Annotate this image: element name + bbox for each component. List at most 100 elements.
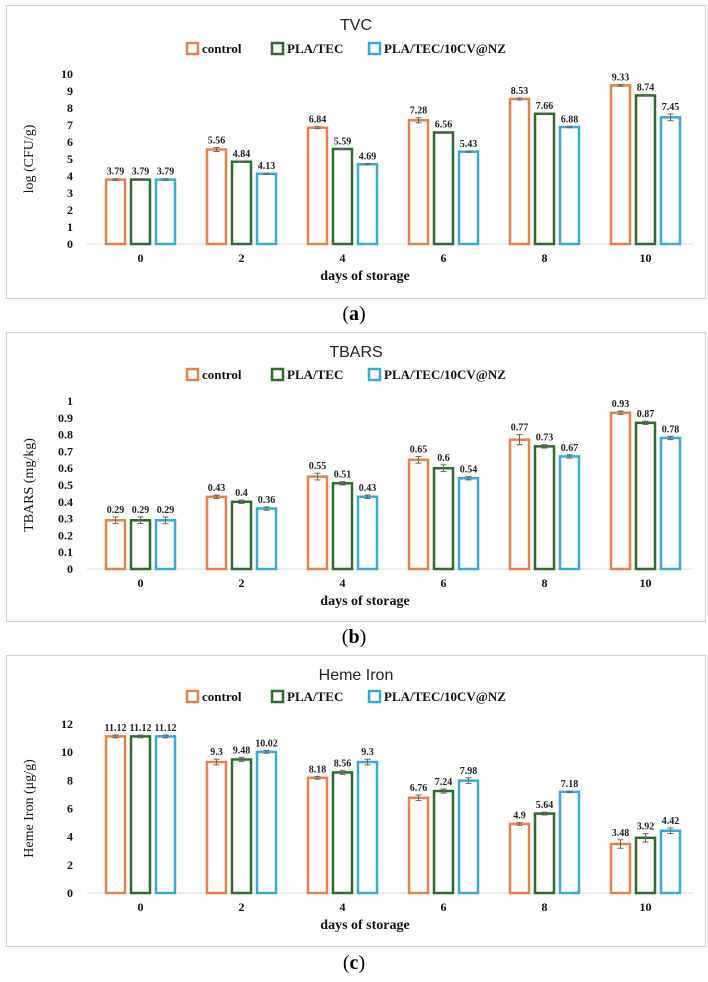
x-axis-label-a: days of storage xyxy=(320,269,409,284)
data-label-c-10-0: 3.48 xyxy=(612,828,630,839)
bar-a-2-1 xyxy=(230,160,253,246)
bar-c-0-0 xyxy=(104,735,127,895)
bar-a-0-1 xyxy=(129,178,152,246)
y-tick-label-a-5: 5 xyxy=(67,152,73,166)
bar-b-4-0 xyxy=(306,475,329,571)
data-label-c-0-0: 11.12 xyxy=(105,723,127,734)
data-label-a-8-2: 6.88 xyxy=(561,114,579,125)
legend-label-b-1: PLA/TEC xyxy=(287,367,343,382)
legend-label-a-2: PLA/TEC/10CV@NZ xyxy=(384,41,506,56)
bar-c-6-0 xyxy=(407,796,430,895)
data-label-b-0-0: 0.29 xyxy=(107,505,125,516)
bar-c-2-0 xyxy=(205,760,228,895)
data-label-b-4-2: 0.43 xyxy=(359,483,377,494)
y-tick-label-a-1: 1 xyxy=(67,220,73,234)
x-tick-label-b-1: 2 xyxy=(239,576,245,590)
data-label-c-4-1: 8.56 xyxy=(334,758,352,769)
y-tick-label-b-5: 0.5 xyxy=(58,478,73,492)
x-tick-label-a-1: 2 xyxy=(239,251,245,265)
bar-b-6-0 xyxy=(407,458,430,571)
y-axis-label-b: TBARS (mg/kg) xyxy=(22,438,37,532)
bar-b-6-2 xyxy=(457,477,480,571)
data-label-b-8-1: 0.73 xyxy=(536,433,554,444)
bar-b-10-1 xyxy=(634,421,657,571)
x-tick-label-b-3: 6 xyxy=(441,576,447,590)
bar-b-6-1 xyxy=(432,466,455,571)
bar-b-10-0 xyxy=(609,411,632,571)
data-label-a-2-2: 4.13 xyxy=(258,161,276,172)
legend-swatch-a-2 xyxy=(367,41,382,56)
data-label-a-10-1: 8.74 xyxy=(637,83,655,94)
data-label-b-8-2: 0.67 xyxy=(561,443,579,454)
bar-a-4-0 xyxy=(306,126,329,246)
data-label-b-0-1: 0.29 xyxy=(132,505,150,516)
caption-b-letter: b xyxy=(348,626,360,648)
data-label-c-2-0: 9.3 xyxy=(210,747,223,758)
legend-label-c-1: PLA/TEC xyxy=(287,689,343,704)
x-tick-label-a-0: 0 xyxy=(138,251,144,265)
y-tick-label-b-9: 0.9 xyxy=(58,411,73,425)
bar-c-8-0 xyxy=(508,822,531,895)
data-label-b-2-2: 0.36 xyxy=(258,495,276,506)
bar-b-0-1 xyxy=(129,519,152,571)
legend-label-b-2: PLA/TEC/10CV@NZ xyxy=(384,367,506,382)
data-label-a-8-0: 8.53 xyxy=(511,86,529,97)
y-tick-label-a-10: 10 xyxy=(61,67,73,81)
y-tick-label-b-2: 0.2 xyxy=(58,528,73,542)
data-label-c-8-2: 7.18 xyxy=(561,779,579,790)
data-label-c-0-1: 11.12 xyxy=(130,723,152,734)
y-tick-label-c-0: 0 xyxy=(67,886,73,900)
data-label-a-0-1: 3.79 xyxy=(132,167,150,178)
bar-a-8-0 xyxy=(508,97,531,246)
x-tick-label-a-5: 10 xyxy=(640,251,652,265)
legend-swatch-a-1 xyxy=(270,41,285,56)
bar-b-2-2 xyxy=(255,507,278,571)
bar-c-10-2 xyxy=(659,829,682,895)
data-label-c-6-1: 7.24 xyxy=(435,777,453,788)
data-label-c-4-2: 9.3 xyxy=(361,747,374,758)
bar-c-4-0 xyxy=(306,776,329,895)
data-label-c-8-0: 4.9 xyxy=(513,811,526,822)
y-tick-label-a-3: 3 xyxy=(67,186,73,200)
bar-c-6-2 xyxy=(457,779,480,895)
legend-label-c-0: control xyxy=(202,689,242,704)
caption-c-close: ) xyxy=(358,952,366,974)
data-label-c-8-1: 5.64 xyxy=(536,800,554,811)
legend-label-a-0: control xyxy=(202,41,242,56)
bar-a-8-1 xyxy=(533,112,556,246)
data-label-b-2-1: 0.4 xyxy=(235,488,248,499)
caption-a-letter: a xyxy=(349,303,359,325)
y-tick-label-c-3: 6 xyxy=(67,802,73,816)
bar-a-10-0 xyxy=(609,84,632,246)
y-axis-label-a: log (CFU/g) xyxy=(22,124,37,193)
data-label-b-6-1: 0.6 xyxy=(437,453,450,464)
caption-a-open: ( xyxy=(342,303,349,325)
bar-a-4-2 xyxy=(356,163,379,246)
bar-a-6-1 xyxy=(432,131,455,246)
x-tick-label-c-2: 4 xyxy=(340,900,346,914)
bar-a-10-1 xyxy=(634,94,657,246)
chart-panel-heme-iron: Heme Iron control PLA/TEC PLA/TEC/10CV@NZ 0 2… xyxy=(6,655,706,947)
data-label-a-8-1: 7.66 xyxy=(536,101,554,112)
legend-swatch-b-2 xyxy=(367,367,382,382)
bar-c-6-1 xyxy=(432,789,455,895)
data-label-a-0-0: 3.79 xyxy=(107,167,125,178)
caption-c-open: ( xyxy=(342,952,350,974)
bar-c-0-2 xyxy=(154,735,177,895)
data-label-c-6-2: 7.98 xyxy=(460,766,478,777)
x-tick-label-c-1: 2 xyxy=(239,900,245,914)
caption-a-close: ) xyxy=(359,303,366,325)
x-tick-label-a-4: 8 xyxy=(542,251,548,265)
caption-a: (a) xyxy=(0,303,708,326)
x-axis-label-b: days of storage xyxy=(320,594,409,609)
bar-b-2-0 xyxy=(205,495,228,571)
y-tick-label-a-9: 9 xyxy=(67,84,73,98)
tvc-chart: TVC control PLA/TEC PLA/TEC/10CV@NZ 0 1 2 3 4 5 6 7… xyxy=(22,17,693,284)
legend-label-a-1: PLA/TEC xyxy=(287,41,343,56)
chart-title-a: TVC xyxy=(340,17,372,34)
bar-a-2-2 xyxy=(255,172,278,246)
bar-c-2-1 xyxy=(230,758,253,895)
x-tick-label-c-4: 8 xyxy=(542,900,548,914)
legend-swatch-c-2 xyxy=(367,689,382,704)
data-label-a-4-2: 4.69 xyxy=(359,152,377,163)
